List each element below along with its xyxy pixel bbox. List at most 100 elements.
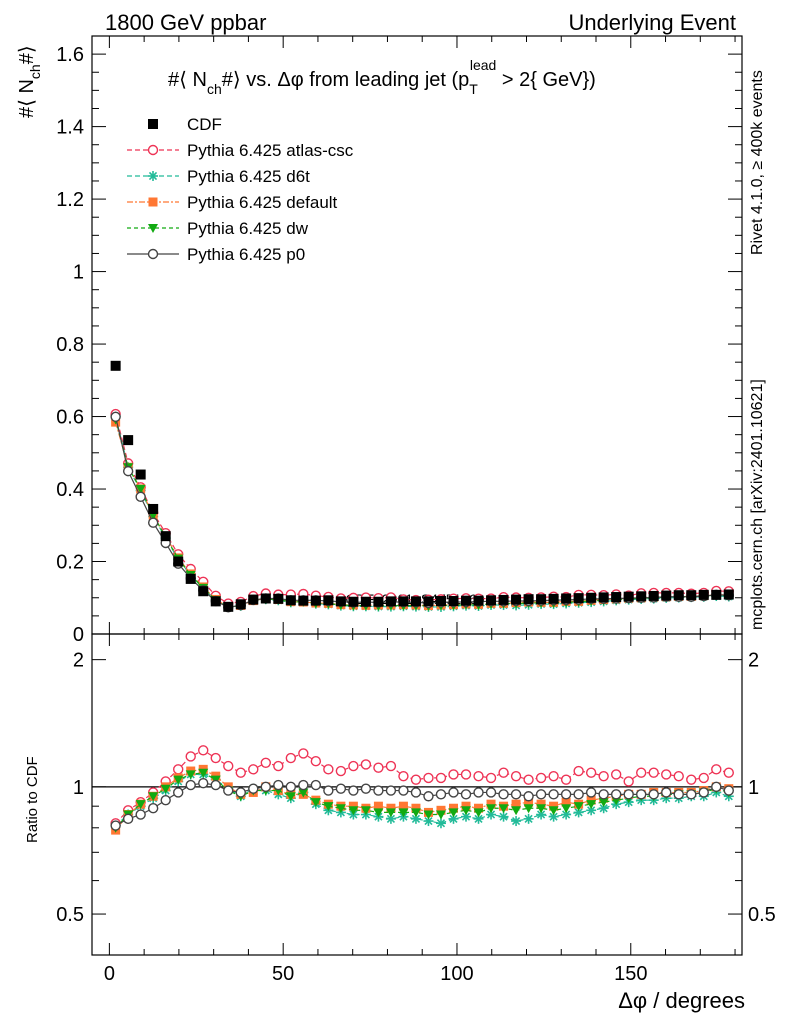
series-point bbox=[135, 484, 146, 494]
ratio-series-point bbox=[173, 764, 184, 775]
ratio-series-point bbox=[511, 816, 522, 827]
ratio-series-point bbox=[173, 775, 184, 785]
ratio-series-point bbox=[585, 787, 597, 798]
ratio-series-point bbox=[210, 752, 221, 764]
legend-label: Pythia 6.425 d6t bbox=[187, 167, 310, 186]
side-label-top: Rivet 4.1.0, ≥ 400k events bbox=[749, 70, 766, 255]
header-right: Underlying Event bbox=[568, 10, 736, 35]
ratio-series-point bbox=[548, 806, 559, 816]
ratio-series-point bbox=[435, 818, 446, 829]
ratio-series-point bbox=[348, 785, 359, 796]
ratio-series-point bbox=[385, 760, 397, 772]
ratio-series-point bbox=[285, 792, 296, 802]
ratio-series-point bbox=[486, 804, 497, 814]
ratio-series-point bbox=[560, 774, 572, 785]
ratio-series-point bbox=[723, 785, 734, 796]
ratio-series-point bbox=[185, 779, 196, 791]
header-left: 1800 GeV ppbar bbox=[105, 10, 266, 35]
ratio-series-point bbox=[498, 789, 509, 800]
ratio-series-point bbox=[448, 808, 459, 818]
ratio-series-point bbox=[160, 784, 171, 794]
ratio-series-point bbox=[460, 769, 472, 780]
ratio-series-point bbox=[661, 787, 672, 798]
ratio-series-point bbox=[223, 785, 234, 796]
legend-marker bbox=[148, 197, 158, 207]
ratio-series-point bbox=[510, 789, 522, 800]
ratio-series-point bbox=[185, 751, 196, 762]
ratio-series-point bbox=[198, 768, 209, 778]
ratio-series-point bbox=[573, 789, 584, 800]
ratio-series-point bbox=[473, 770, 484, 782]
ratio-series-point bbox=[448, 803, 458, 813]
data-point bbox=[410, 596, 421, 607]
data-point bbox=[148, 503, 159, 514]
legend-label: Pythia 6.425 p0 bbox=[187, 245, 305, 264]
ratio-series-point bbox=[686, 774, 697, 785]
ratio-series-point bbox=[348, 760, 359, 772]
ratio-series-point bbox=[511, 806, 522, 816]
ratio-series-point bbox=[360, 783, 372, 794]
data-point bbox=[310, 595, 321, 606]
ratio-series-point bbox=[385, 785, 397, 796]
data-point bbox=[210, 596, 221, 607]
ratio-series-point bbox=[598, 770, 609, 782]
ratio-series-point bbox=[285, 752, 297, 764]
legend-item: Pythia 6.425 d6t bbox=[127, 167, 310, 186]
ratio-series-point bbox=[460, 789, 472, 800]
legend-marker bbox=[148, 119, 158, 129]
y-tick-label: 1 bbox=[73, 262, 84, 284]
ratio-series-point bbox=[348, 806, 359, 816]
ratio-series-point bbox=[523, 813, 534, 824]
ratio-series-point bbox=[273, 760, 284, 772]
ratio-y-tick-label-right: 1 bbox=[748, 777, 759, 799]
ratio-series-point bbox=[598, 789, 609, 800]
ratio-series-point bbox=[586, 805, 597, 816]
ratio-series-point bbox=[536, 804, 547, 814]
ratio-series-point bbox=[348, 801, 358, 811]
ratio-series-point bbox=[310, 779, 322, 791]
ratio-series-point bbox=[386, 803, 396, 813]
ratio-series-point bbox=[360, 806, 371, 816]
data-point bbox=[398, 596, 409, 607]
ratio-series-point bbox=[323, 802, 334, 812]
y-tick-label: 1.4 bbox=[56, 117, 84, 139]
ratio-series-point bbox=[610, 769, 622, 780]
series-line bbox=[115, 416, 729, 608]
data-point bbox=[586, 592, 597, 603]
ratio-series-point bbox=[235, 767, 246, 778]
ratio-series-point bbox=[573, 802, 584, 812]
data-point bbox=[335, 596, 346, 607]
data-point bbox=[273, 593, 284, 604]
ratio-series-point bbox=[298, 779, 309, 791]
ratio-series-point bbox=[661, 769, 672, 780]
ratio-y-label: Ratio to CDF bbox=[24, 756, 41, 843]
data-point bbox=[185, 573, 196, 584]
ratio-series-point bbox=[698, 787, 709, 798]
chart-title: #⟨ Nch#⟩ vs. Δφ from leading jet (pTlead… bbox=[168, 57, 596, 97]
ratio-series-point bbox=[385, 808, 396, 818]
y-tick-label: 0.6 bbox=[56, 407, 84, 429]
x-axis-label: Δφ / degrees bbox=[618, 988, 745, 1013]
ratio-series-point bbox=[160, 794, 171, 806]
ratio-series-point bbox=[360, 759, 372, 770]
ratio-series-point bbox=[373, 801, 383, 811]
data-point bbox=[698, 589, 709, 600]
ratio-series-point bbox=[573, 765, 584, 777]
data-point bbox=[323, 595, 334, 606]
data-point bbox=[648, 590, 659, 601]
x-tick-label: 150 bbox=[614, 963, 647, 985]
ratio-series-point bbox=[486, 799, 496, 809]
ratio-series-point bbox=[510, 770, 522, 782]
ratio-y-tick-label-right: 0.5 bbox=[748, 904, 776, 926]
ratio-series-point bbox=[323, 785, 334, 796]
data-point bbox=[260, 593, 271, 604]
data-point bbox=[473, 595, 484, 606]
legend-marker bbox=[148, 224, 158, 233]
ratio-y-tick-label: 1 bbox=[73, 777, 84, 799]
ratio-series-point bbox=[335, 765, 347, 777]
ratio-series-point bbox=[561, 797, 571, 807]
ratio-series-point bbox=[373, 762, 384, 773]
data-point bbox=[448, 596, 459, 607]
legend-label: Pythia 6.425 dw bbox=[187, 219, 309, 238]
data-point bbox=[110, 360, 121, 371]
